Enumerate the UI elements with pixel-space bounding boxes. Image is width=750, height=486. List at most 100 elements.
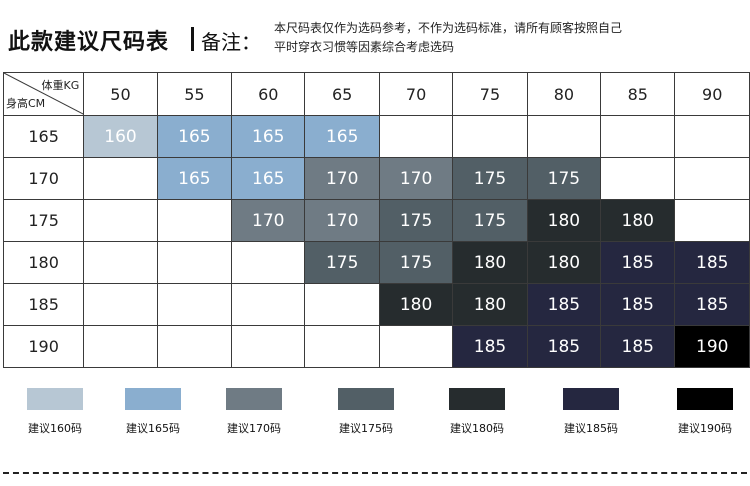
table-row: 170 165 165 170 170 175 175 [2,157,750,200]
empty-cell [231,283,306,326]
empty-cell [452,115,528,158]
empty-cell [156,325,233,368]
size-cell: 180 [378,283,454,326]
empty-cell [600,115,676,158]
size-cell: 175 [378,241,454,284]
legend-swatch [338,388,394,410]
empty-cell [156,241,233,284]
empty-cell [83,157,158,200]
legend-label: 建议165码 [126,422,180,435]
empty-cell [378,325,454,368]
empty-cell [156,199,233,242]
size-cell: 180 [526,241,602,284]
corner-diagonal [4,73,83,115]
legend-swatch [563,388,619,410]
empty-cell [83,325,158,368]
legend-swatch [449,388,505,410]
size-cell: 175 [452,199,528,242]
legend-label: 建议175码 [339,422,393,435]
weight-axis-label: 体重KG [41,79,80,92]
empty-cell [304,283,380,326]
height-label-cell: 170 [2,157,85,200]
size-cell: 180 [452,241,528,284]
size-cell: 185 [600,241,676,284]
weight-header-cell: 90 [674,72,750,116]
note-line-1: 本尺码表仅作为选码参考，不作为选码标准，请所有顾客按照自己 [274,21,623,35]
corner-cell: 体重KG 身高CM [2,72,85,116]
title-divider [191,27,194,51]
legend-label: 建议185码 [564,422,618,435]
size-cell: 170 [304,199,380,242]
legend-item: 建议165码 [113,388,193,436]
legend-swatch [677,388,733,410]
table-row: 165 160 165 165 165 [2,115,750,158]
page-title: 此款建议尺码表 [8,30,170,55]
size-cell: 165 [156,115,233,158]
weight-header-cell: 65 [304,72,380,116]
size-cell: 165 [231,115,306,158]
empty-cell [231,325,306,368]
height-label-cell: 165 [2,115,85,158]
weight-header-row: 体重KG 身高CM 50 55 60 65 70 75 80 85 90 [2,72,750,116]
size-cell: 185 [674,241,750,284]
size-cell: 185 [600,283,676,326]
dashed-divider [3,472,747,474]
size-cell: 170 [378,157,454,200]
empty-cell [304,325,380,368]
empty-cell [526,115,602,158]
legend-item: 建议175码 [326,388,406,436]
note-label: 备注： [201,30,261,54]
height-label-cell: 185 [2,283,85,326]
size-cell: 170 [304,157,380,200]
empty-cell [674,199,750,242]
size-cell: 170 [231,199,306,242]
empty-cell [600,157,676,200]
size-cell: 185 [674,283,750,326]
size-cell: 185 [526,283,602,326]
legend-item: 建议180码 [437,388,517,436]
weight-header-cell: 70 [378,72,454,116]
height-axis-label: 身高CM [6,97,46,110]
legend-item: 建议185码 [551,388,631,436]
empty-cell [83,283,158,326]
empty-cell [156,283,233,326]
weight-header-cell: 55 [156,72,233,116]
size-chart-table: 体重KG 身高CM 50 55 60 65 70 75 80 85 90 165 160 165 16… [2,72,750,368]
size-cell: 180 [526,199,602,242]
size-cell: 185 [452,325,528,368]
legend-label: 建议160码 [28,422,82,435]
size-cell: 165 [156,157,233,200]
size-cell: 185 [600,325,676,368]
weight-header-cell: 50 [83,72,158,116]
legend-label: 建议180码 [450,422,504,435]
size-cell: 175 [304,241,380,284]
height-label-cell: 175 [2,199,85,242]
legend-item: 建议160码 [15,388,95,436]
legend-item: 建议170码 [214,388,294,436]
legend-item: 建议190码 [665,388,745,436]
table-row: 180 175 175 180 180 185 185 [2,241,750,284]
table-row: 185 180 180 185 185 185 [2,283,750,326]
size-cell: 175 [526,157,602,200]
size-cell: 165 [304,115,380,158]
table-row: 175 170 170 175 175 180 180 [2,199,750,242]
note-line-2: 平时穿衣习惯等因素综合考虑选码 [274,40,455,54]
size-cell: 185 [526,325,602,368]
legend-label: 建议170码 [227,422,281,435]
weight-header-cell: 60 [231,72,306,116]
legend-swatch [27,388,83,410]
empty-cell [378,115,454,158]
height-label-cell: 190 [2,325,85,368]
table-row: 190 185 185 185 190 [2,325,750,368]
legend-label: 建议190码 [678,422,732,435]
size-cell: 175 [452,157,528,200]
empty-cell [674,157,750,200]
empty-cell [674,115,750,158]
empty-cell [83,199,158,242]
weight-header-cell: 75 [452,72,528,116]
header: 此款建议尺码表 备注： 本尺码表仅作为选码参考，不作为选码标准，请所有顾客按照自… [0,0,750,64]
weight-header-cell: 85 [600,72,676,116]
note-text: 本尺码表仅作为选码参考，不作为选码标准，请所有顾客按照自己 平时穿衣习惯等因素综… [274,19,704,57]
weight-header-cell: 80 [526,72,602,116]
empty-cell [83,241,158,284]
